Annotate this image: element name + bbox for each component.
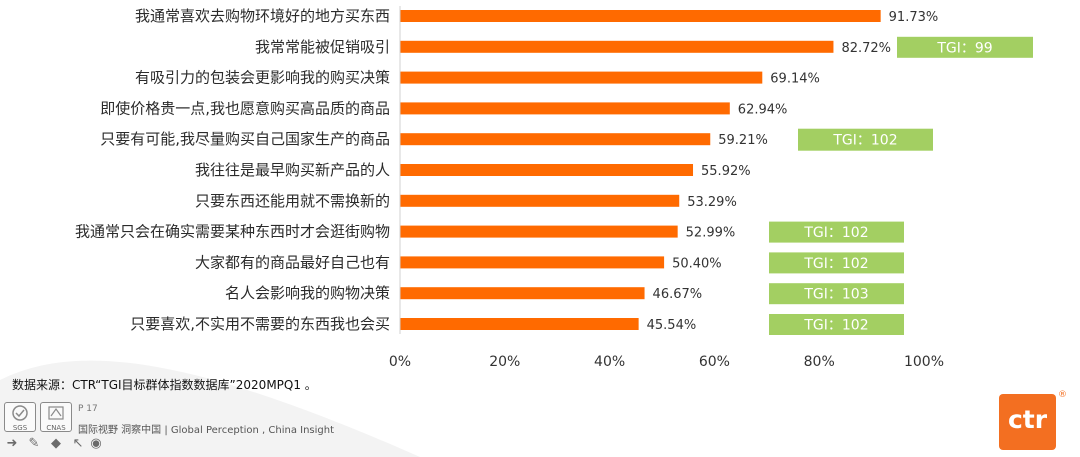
tgi-label: TGI：102 (803, 318, 868, 334)
bar (400, 40, 834, 53)
certification-badge-cnas: CNAS (40, 402, 72, 432)
pen-tool-icon[interactable]: ✎ (28, 436, 40, 451)
category-label: 我常常能被促销吸引 (255, 38, 390, 56)
x-tick-label: 60% (699, 354, 730, 370)
tgi-label: TGI：102 (803, 225, 868, 241)
value-label: 55.92% (701, 164, 751, 179)
bar-chart: 我通常喜欢去购物环境好的地方买东西我常常能被促销吸引有吸引力的包装会更影响我的购… (75, 6, 1033, 370)
category-label: 有吸引力的包装会更影响我的购买决策 (135, 69, 390, 87)
bar (400, 102, 730, 115)
certification-mark-icon (48, 406, 64, 420)
menu-circle-icon[interactable]: ◉ (90, 436, 102, 451)
tgi-badge (798, 128, 933, 151)
x-tick-label: 100% (904, 354, 944, 370)
category-label: 即使价格贵一点,我也愿意购买高品质的商品 (100, 99, 390, 117)
value-label: 82.72% (841, 41, 891, 56)
bar (400, 318, 639, 330)
tgi-badge (769, 252, 904, 274)
bar (400, 225, 678, 238)
value-label: 46.67% (653, 287, 703, 302)
arrow-tool-icon[interactable]: ↖ (72, 436, 84, 451)
value-label: 91.73% (889, 10, 939, 25)
page-number: P 17 (78, 404, 98, 414)
pointer-tool-icon[interactable]: ➜ (6, 436, 18, 451)
decorative-background-shape (0, 360, 420, 457)
tgi-label: TGI：103 (803, 287, 868, 303)
tgi-label: TGI：99 (936, 40, 992, 56)
bar (400, 164, 694, 176)
value-label: 69.14% (770, 72, 820, 87)
cert-label-cnas: CNAS (46, 424, 66, 432)
x-tick-label: 0% (389, 354, 411, 370)
category-label: 只要有可能,我尽量购买自己国家生产的商品 (100, 130, 390, 148)
x-tick-label: 20% (489, 354, 520, 370)
ctr-logo: ctr (999, 394, 1056, 450)
value-label: 59.21% (718, 133, 768, 148)
tgi-label: TGI：102 (832, 133, 897, 149)
footer: SGS CNAS P 17 国际视野 洞察中国 | Global Percept… (4, 402, 364, 457)
x-tick-label: 40% (594, 354, 625, 370)
category-label: 大家都有的商品最好自己也有 (195, 253, 390, 271)
value-label: 50.40% (672, 256, 722, 271)
category-label: 名人会影响我的购物决策 (225, 284, 390, 302)
registered-mark: ® (1058, 390, 1067, 400)
tgi-badge (769, 283, 904, 305)
x-tick-label: 80% (804, 354, 835, 370)
category-label: 我往往是最早购买新产品的人 (195, 161, 390, 179)
tgi-badge (769, 221, 904, 243)
ctr-logo-text: ctr (1007, 405, 1048, 434)
cert-label-sgs: SGS (12, 424, 28, 432)
tgi-badge (897, 36, 1033, 58)
bar (400, 287, 645, 300)
value-label: 62.94% (738, 102, 788, 117)
category-label: 我通常喜欢去购物环境好的地方买东西 (135, 7, 390, 25)
data-source-note: 数据来源：CTR“TGI目标群体指数数据库”2020MPQ1 。 (12, 378, 317, 392)
certification-badge-sgs: SGS (4, 402, 36, 432)
bar (400, 133, 711, 146)
eraser-tool-icon[interactable]: ◆ (51, 436, 61, 451)
category-label: 只要喜欢,不实用不需要的东西我也会买 (130, 315, 390, 333)
footer-slogan: 国际视野 洞察中国 | Global Perception , China In… (78, 425, 335, 436)
value-label: 52.99% (686, 226, 736, 241)
bar (400, 194, 680, 207)
bar (400, 10, 881, 22)
tgi-badge (769, 314, 904, 335)
value-label: 53.29% (687, 195, 737, 210)
category-label: 我通常只会在确实需要某种东西时才会逛街购物 (75, 223, 390, 241)
tgi-label: TGI：102 (803, 256, 868, 272)
certification-seal-icon (12, 405, 28, 421)
bar (400, 71, 763, 84)
value-label: 45.54% (647, 318, 697, 333)
category-label: 只要东西还能用就不需换新的 (195, 192, 390, 210)
bar (400, 256, 665, 269)
